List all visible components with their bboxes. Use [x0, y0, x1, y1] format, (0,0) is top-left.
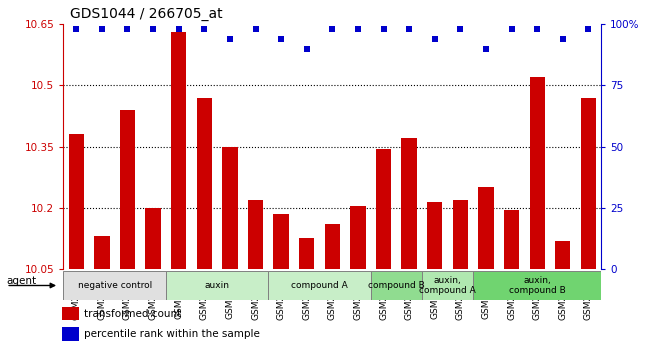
Bar	[427, 202, 442, 269]
Bar	[63, 271, 166, 300]
Bar	[62, 327, 79, 341]
Bar	[196, 98, 212, 269]
Bar	[371, 271, 422, 300]
Bar	[473, 271, 601, 300]
Bar	[69, 134, 84, 269]
Bar	[504, 210, 519, 269]
Bar	[530, 77, 545, 269]
Text: GDS1044 / 266705_at: GDS1044 / 266705_at	[70, 7, 222, 21]
Bar	[401, 138, 417, 269]
Text: transformed count: transformed count	[84, 309, 181, 318]
Text: agent: agent	[6, 276, 36, 286]
Bar	[555, 240, 570, 269]
Bar	[120, 110, 135, 269]
Text: auxin,
compound B: auxin, compound B	[509, 276, 566, 295]
Text: auxin,
compound A: auxin, compound A	[420, 276, 476, 295]
Text: compound B: compound B	[368, 281, 425, 290]
Text: auxin: auxin	[204, 281, 230, 290]
Bar	[146, 208, 161, 269]
Text: compound A: compound A	[291, 281, 348, 290]
Text: negative control: negative control	[77, 281, 152, 290]
Bar	[171, 32, 186, 269]
Bar	[269, 271, 371, 300]
Bar	[580, 98, 596, 269]
Bar	[222, 147, 238, 269]
Bar	[478, 187, 494, 269]
Bar	[248, 200, 263, 269]
Bar	[94, 236, 110, 269]
Bar	[299, 238, 315, 269]
Bar	[325, 224, 340, 269]
Bar	[350, 206, 365, 269]
Text: percentile rank within the sample: percentile rank within the sample	[84, 329, 260, 339]
Bar	[166, 271, 269, 300]
Bar	[273, 214, 289, 269]
Bar	[422, 271, 473, 300]
Bar	[453, 200, 468, 269]
Bar	[62, 307, 79, 320]
Bar	[376, 149, 391, 269]
